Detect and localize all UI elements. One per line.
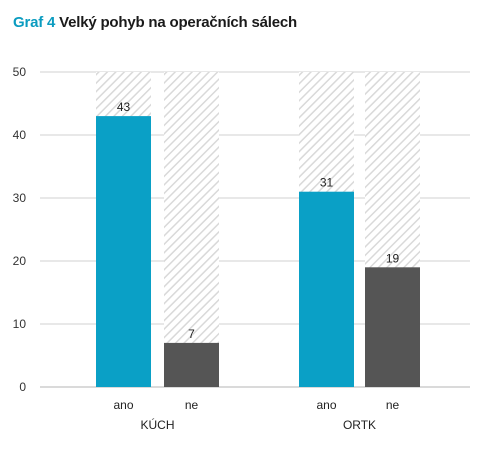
x-group-label: KÚCH xyxy=(140,417,174,432)
x-category-label: ne xyxy=(386,398,400,412)
data-label: 19 xyxy=(386,251,400,265)
chart-title-prefix: Graf 4 xyxy=(13,14,56,31)
data-label: 7 xyxy=(188,327,195,341)
x-group-label: ORTK xyxy=(343,418,376,432)
y-tick-label: 10 xyxy=(13,317,27,331)
bar-ne xyxy=(365,267,420,387)
bar-ne xyxy=(164,342,219,387)
y-tick-label: 20 xyxy=(13,254,27,268)
y-axis: 0 10 20 30 40 50 xyxy=(13,65,27,394)
x-axis: ano ne KÚCH ano ne ORTK xyxy=(113,398,399,432)
background-bar xyxy=(164,72,219,387)
x-category-label: ne xyxy=(185,398,199,412)
chart-title: Graf 4 Velký pohyb na operačních sálech xyxy=(13,14,297,31)
chart-title-text: Velký pohyb na operačních sálech xyxy=(59,14,297,31)
bars: 43 7 31 19 xyxy=(96,100,420,387)
bar-ano xyxy=(96,116,151,387)
x-category-label: ano xyxy=(316,398,336,412)
x-category-label: ano xyxy=(113,398,133,412)
y-tick-label: 50 xyxy=(13,65,27,79)
data-label: 43 xyxy=(117,100,131,114)
y-tick-label: 40 xyxy=(13,128,27,142)
y-tick-label: 30 xyxy=(13,191,27,205)
data-label: 31 xyxy=(320,176,334,190)
bar-ano xyxy=(299,191,354,387)
y-tick-label: 0 xyxy=(19,380,26,394)
